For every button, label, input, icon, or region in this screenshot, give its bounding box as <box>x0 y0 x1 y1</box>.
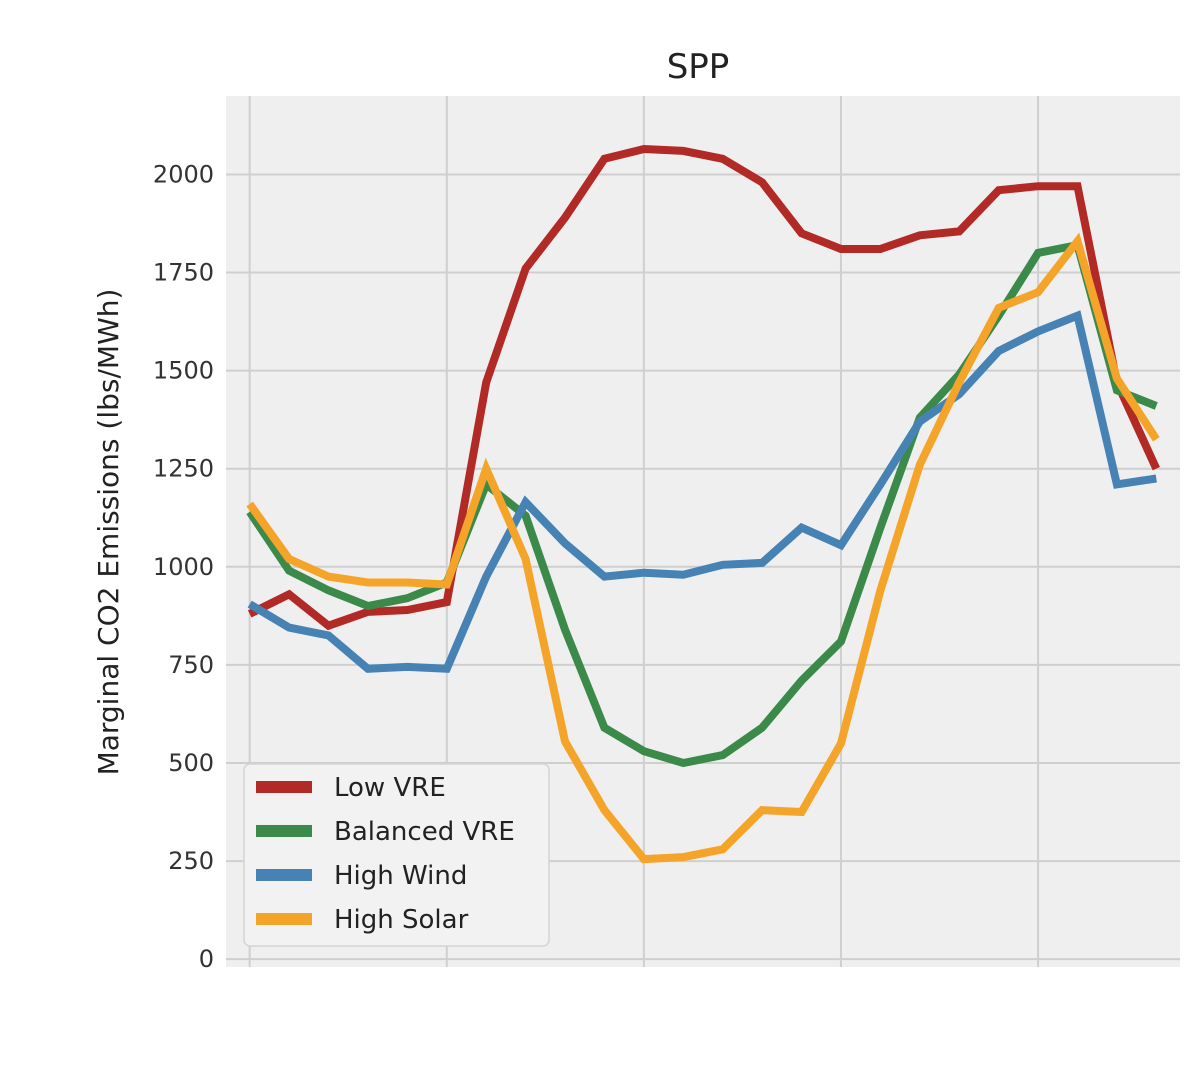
y-tick-label: 1750 <box>153 259 214 287</box>
y-tick-label: 1500 <box>153 357 214 385</box>
y-axis-ticks: 0 250 500 750 1000 1250 1500 1750 2000 <box>153 160 214 973</box>
legend-label: Balanced VRE <box>334 817 515 847</box>
legend-box <box>243 763 550 947</box>
series-line-high-solar <box>246 232 1160 864</box>
y-tick-label: 750 <box>168 651 214 679</box>
legend-label: High Solar <box>334 905 469 935</box>
legend-items: Low VRE Balanced VRE High Wind High Solar <box>256 773 515 935</box>
legend-label: High Wind <box>334 861 467 891</box>
y-tick-label: 1250 <box>153 455 214 483</box>
series-lines <box>246 144 1160 864</box>
y-tick-label: 250 <box>168 847 214 875</box>
y-tick-label: 500 <box>168 749 214 777</box>
y-tick-label: 0 <box>199 945 214 973</box>
y-axis-label: Marginal CO2 Emissions (lbs/MWh) <box>92 289 125 776</box>
y-tick-label: 1000 <box>153 553 214 581</box>
legend: Low VRE Balanced VRE High Wind High Solar <box>243 763 550 947</box>
legend-label: Low VRE <box>334 773 446 803</box>
y-tick-label: 2000 <box>153 160 214 188</box>
series-line-low-vre <box>247 144 1160 631</box>
chart-title: SPP <box>667 47 730 87</box>
series-line-high-wind <box>247 310 1157 673</box>
